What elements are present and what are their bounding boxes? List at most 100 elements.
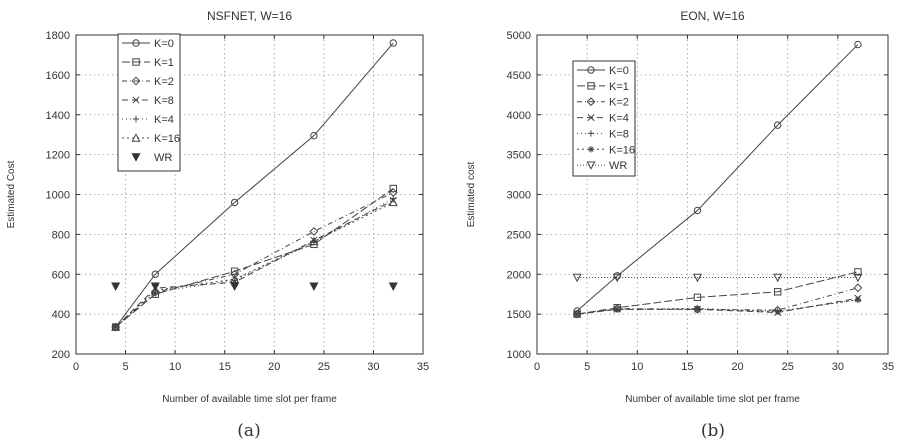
x-axis-label: Number of available time slot per frame xyxy=(625,394,800,405)
data-point xyxy=(773,121,782,129)
legend-label: K=4 xyxy=(609,113,629,125)
x-axis-label: Number of available time slot per frame xyxy=(162,394,337,405)
data-point xyxy=(310,131,318,140)
legend-marker xyxy=(586,97,596,107)
y-tick-label: 4000 xyxy=(507,110,531,122)
series-line xyxy=(115,202,394,328)
legend-marker xyxy=(132,39,140,47)
data-point xyxy=(693,206,702,215)
data-point xyxy=(614,306,621,313)
legend-marker xyxy=(131,133,141,142)
data-point xyxy=(694,305,701,312)
legend-marker xyxy=(587,82,595,90)
y-tick-label: 400 xyxy=(52,309,70,321)
data-point xyxy=(388,282,398,291)
x-tick-label: 5 xyxy=(584,361,590,373)
y-tick-label: 1600 xyxy=(46,70,70,82)
data-point xyxy=(309,236,319,246)
x-tick-label: 5 xyxy=(123,361,129,373)
data-point xyxy=(151,270,160,278)
legend-label: WR xyxy=(609,160,627,172)
chart-title: EON, W=16 xyxy=(680,9,745,23)
y-tick-label: 1000 xyxy=(507,349,531,361)
data-point xyxy=(853,273,863,283)
series-k-1 xyxy=(111,184,397,331)
legend-label: K=2 xyxy=(154,76,174,88)
figure-caption: (a) xyxy=(237,421,260,441)
legend-label: K=0 xyxy=(154,38,174,50)
legend-label: K=16 xyxy=(609,144,635,156)
series-wr xyxy=(111,282,398,291)
legend-label: K=8 xyxy=(609,128,629,140)
series-k-16 xyxy=(573,296,862,318)
series-line xyxy=(115,192,394,328)
series-line xyxy=(115,188,394,328)
x-tick-label: 30 xyxy=(832,361,844,373)
data-point xyxy=(854,296,862,303)
data-point xyxy=(854,268,862,276)
data-point xyxy=(389,184,397,193)
data-point xyxy=(230,282,240,291)
x-tick-label: 0 xyxy=(534,361,540,373)
data-point xyxy=(693,293,702,302)
x-tick-label: 25 xyxy=(782,361,794,373)
legend-marker xyxy=(586,161,596,170)
data-point xyxy=(573,310,581,318)
legend-marker xyxy=(587,114,595,122)
series-wr xyxy=(572,273,863,283)
chart-title: NSFNET, W=16 xyxy=(207,9,292,23)
y-axis-label: Estimated cost xyxy=(466,161,477,227)
y-tick-label: 1400 xyxy=(46,110,70,122)
series-k-16 xyxy=(111,197,398,331)
x-tick-label: 15 xyxy=(681,361,693,373)
y-tick-label: 1500 xyxy=(507,309,531,321)
legend-box xyxy=(117,33,181,172)
y-tick-label: 5000 xyxy=(507,30,531,42)
series-k-2 xyxy=(572,283,863,319)
y-tick-label: 2500 xyxy=(507,229,531,241)
legend-label: K=0 xyxy=(609,65,629,77)
y-tick-label: 600 xyxy=(52,269,70,281)
data-point xyxy=(774,308,781,315)
x-tick-label: 10 xyxy=(631,361,643,373)
legend: K=0 K=1 K=2 K=8 K=4 K=16 WR xyxy=(117,33,181,172)
x-tick-label: 20 xyxy=(268,361,280,373)
data-point xyxy=(572,273,582,283)
y-tick-label: 1200 xyxy=(46,150,70,162)
y-tick-label: 3500 xyxy=(507,150,531,162)
legend-label: WR xyxy=(154,152,172,164)
data-point xyxy=(692,273,702,283)
data-point xyxy=(111,322,121,331)
x-tick-label: 30 xyxy=(367,361,379,373)
chart-panel-a: 0 5 10 15 20 25 30 35 200 400 600 800 1000 1200 1400 16… xyxy=(6,9,429,441)
y-axis-label: Estimated Cost xyxy=(6,160,17,228)
y-tick-label: 4500 xyxy=(507,70,531,82)
data-point xyxy=(572,309,582,319)
x-tick-label: 35 xyxy=(882,361,894,373)
series-k-2 xyxy=(111,188,398,332)
series-k-4 xyxy=(112,195,397,331)
data-point xyxy=(612,273,622,283)
x-tick-label: 0 xyxy=(73,361,79,373)
data-point xyxy=(773,288,782,296)
legend-marker xyxy=(587,130,595,137)
y-tick-label: 1000 xyxy=(46,190,70,202)
legend-label: K=16 xyxy=(154,133,180,145)
legend: K=0 K=1 K=2 K=4 K=8 K=16 WR xyxy=(572,60,636,177)
data-point xyxy=(309,226,319,236)
x-tick-label: 35 xyxy=(417,361,429,373)
data-point xyxy=(773,273,783,283)
chart-panel-b: 0 5 10 15 20 25 30 35 1000 1500 2000 2500 3000 3500 40… xyxy=(466,9,894,441)
legend-marker xyxy=(587,146,595,153)
legend-label: K=8 xyxy=(154,95,174,107)
data-point xyxy=(854,40,862,49)
data-point xyxy=(309,282,319,291)
data-point xyxy=(388,197,398,207)
y-tick-label: 200 xyxy=(52,349,70,361)
data-point xyxy=(853,283,863,293)
data-point xyxy=(111,282,121,291)
legend-marker xyxy=(587,66,595,74)
legend-marker xyxy=(132,96,140,104)
data-point xyxy=(230,198,239,207)
